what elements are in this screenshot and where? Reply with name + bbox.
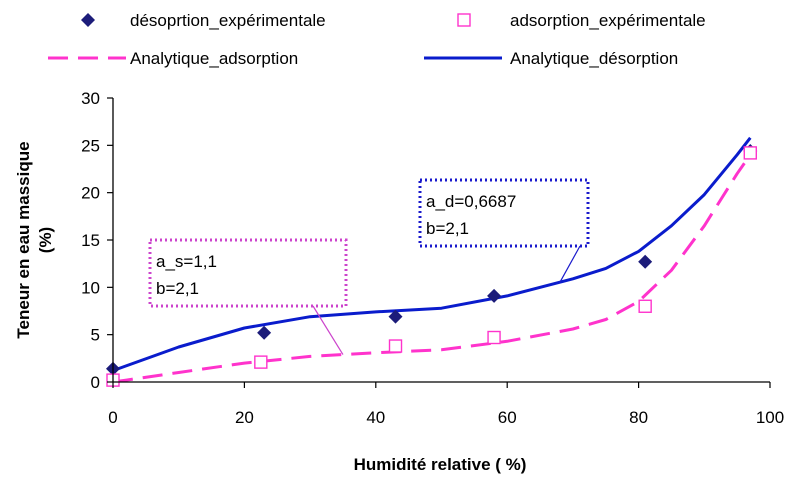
legend-marker-square bbox=[457, 13, 471, 27]
data-point-desorption bbox=[388, 309, 403, 324]
data-point-adsorption bbox=[743, 146, 757, 160]
annotation-text: a_s=1,1 bbox=[156, 252, 217, 271]
y-tick-label: 5 bbox=[91, 326, 100, 345]
x-tick-label: 20 bbox=[235, 408, 254, 427]
legend: désoprtion_expérimentale adsorption_expér… bbox=[48, 11, 706, 68]
axes: 0 5 10 15 20 25 30 0 20 40 60 80 100 bbox=[81, 89, 784, 427]
x-axis-title: Humidité relative ( %) bbox=[354, 455, 527, 474]
data-point-desorption bbox=[487, 288, 502, 303]
annotations: a_s=1,1 b=2,1 a_d=0,6687 b=2,1 bbox=[148, 178, 590, 355]
legend-label: Analytique_adsorption bbox=[130, 49, 298, 68]
data-point-adsorption bbox=[254, 355, 268, 369]
legend-label: désoprtion_expérimentale bbox=[130, 11, 326, 30]
x-tick-label: 40 bbox=[366, 408, 385, 427]
data-point-adsorption bbox=[487, 330, 501, 345]
y-tick-label: 0 bbox=[91, 373, 100, 392]
y-tick-label: 25 bbox=[81, 136, 100, 155]
legend-marker-diamond bbox=[81, 13, 95, 27]
legend-label: adsorption_expérimentale bbox=[510, 11, 706, 30]
series-line-3 bbox=[112, 136, 752, 373]
data-point-adsorption bbox=[388, 339, 403, 353]
data-point-desorption bbox=[257, 325, 272, 340]
annotation-text: b=2,1 bbox=[426, 219, 469, 238]
annotation-box bbox=[418, 178, 590, 248]
annotation-box bbox=[148, 238, 348, 308]
axis-titles: Humidité relative ( %) Teneur en eau mas… bbox=[14, 141, 526, 474]
y-tick-label: 15 bbox=[81, 231, 100, 250]
annotation-text: a_d=0,6687 bbox=[426, 192, 516, 211]
y-tick-label: 30 bbox=[81, 89, 100, 108]
annotation-leader bbox=[559, 245, 581, 283]
y-tick-label: 10 bbox=[81, 278, 100, 297]
x-tick-label: 0 bbox=[108, 408, 117, 427]
data-point-adsorption bbox=[638, 299, 652, 313]
x-tick-label: 80 bbox=[629, 408, 648, 427]
y-tick-label: 20 bbox=[81, 184, 100, 203]
series-line-2 bbox=[112, 153, 752, 384]
data-point-desorption bbox=[638, 254, 653, 269]
annotation-text: b=2,1 bbox=[156, 279, 199, 298]
x-tick-label: 100 bbox=[756, 408, 784, 427]
y-axis-title-line2: (%) bbox=[36, 227, 55, 253]
annotation-leader bbox=[312, 305, 344, 355]
legend-label: Analytique_désorption bbox=[510, 49, 678, 68]
x-tick-label: 60 bbox=[498, 408, 517, 427]
y-axis-title-line1: Teneur en eau massique bbox=[14, 141, 33, 338]
